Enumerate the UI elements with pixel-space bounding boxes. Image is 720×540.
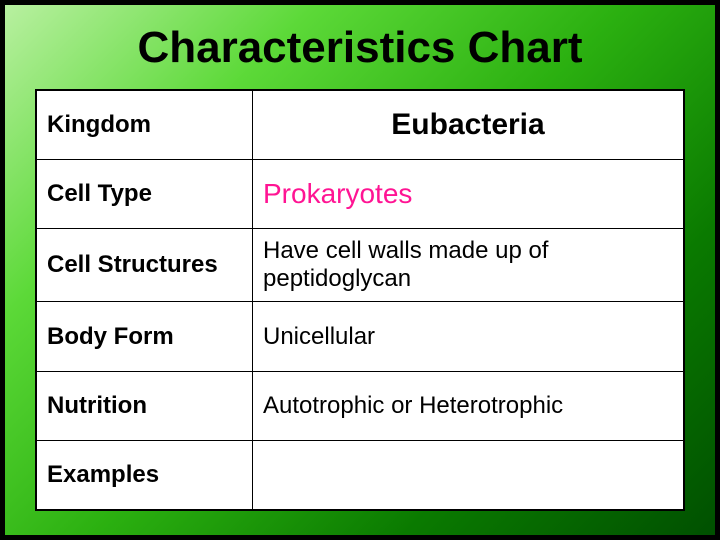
- row-label: Examples: [37, 441, 253, 509]
- row-label: Cell Structures: [37, 229, 253, 301]
- row-label: Cell Type: [37, 160, 253, 228]
- row-value: Prokaryotes: [253, 160, 683, 228]
- row-value: Have cell walls made up of peptidoglycan: [253, 229, 683, 301]
- characteristics-table: KingdomEubacteriaCell TypeProkaryotesCel…: [35, 89, 685, 511]
- table-row: KingdomEubacteria: [37, 91, 683, 160]
- row-value: Eubacteria: [253, 91, 683, 159]
- table-row: NutritionAutotrophic or Heterotrophic: [37, 372, 683, 441]
- row-label: Nutrition: [37, 372, 253, 440]
- row-value: Autotrophic or Heterotrophic: [253, 372, 683, 440]
- slide-title: Characteristics Chart: [35, 23, 685, 73]
- table-row: Cell TypeProkaryotes: [37, 160, 683, 229]
- row-label: Body Form: [37, 302, 253, 370]
- slide-container: Characteristics Chart KingdomEubacteriaC…: [0, 0, 720, 540]
- row-value: [253, 441, 683, 509]
- row-label: Kingdom: [37, 91, 253, 159]
- table-row: Body FormUnicellular: [37, 302, 683, 371]
- table-row: Cell StructuresHave cell walls made up o…: [37, 229, 683, 302]
- row-value: Unicellular: [253, 302, 683, 370]
- table-row: Examples: [37, 441, 683, 509]
